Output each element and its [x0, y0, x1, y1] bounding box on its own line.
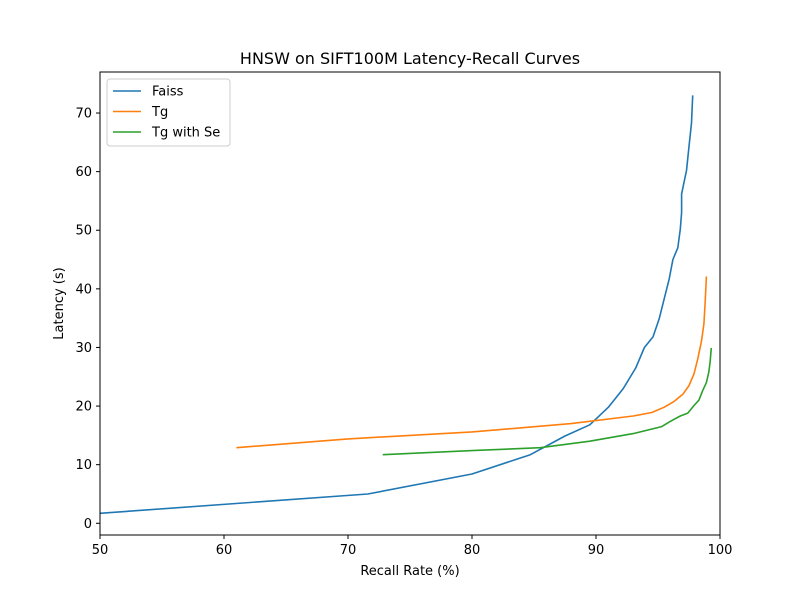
chart-title: HNSW on SIFT100M Latency-Recall Curves: [240, 49, 580, 68]
x-tick-label: 90: [588, 543, 605, 558]
y-tick-label: 20: [75, 400, 92, 415]
y-tick-label: 40: [75, 282, 92, 297]
y-tick-label: 50: [75, 224, 92, 239]
legend-label-1: Faiss: [152, 85, 184, 100]
legend-label-3: Tg with Se: [151, 126, 220, 141]
y-axis-ticks: 0 10 20 30 40 50 60 70: [75, 107, 100, 532]
x-axis-ticks: 50 60 70 80 90 100: [92, 535, 733, 558]
plot-area: [99, 71, 721, 536]
legend-entries: Faiss Tg Tg with Se: [113, 85, 220, 141]
series-line-2: [236, 276, 708, 449]
legend-label-2: Tg: [151, 105, 168, 120]
y-tick-label: 10: [75, 458, 92, 473]
series-line-1: [99, 95, 694, 515]
y-tick-label: 70: [75, 107, 92, 122]
y-axis-label: Latency (s): [52, 267, 67, 339]
y-tick-label: 30: [75, 341, 92, 356]
legend: Faiss Tg Tg with Se: [106, 78, 231, 147]
x-tick-label: 80: [464, 543, 481, 558]
y-tick-label: 60: [75, 165, 92, 180]
legend-box: [106, 78, 231, 147]
axes-frame: [99, 71, 721, 536]
x-tick-label: 100: [708, 543, 733, 558]
series-layer: [99, 95, 713, 515]
x-tick-label: 60: [216, 543, 233, 558]
x-tick-label: 70: [340, 543, 357, 558]
series-line-3: [382, 347, 713, 456]
x-tick-label: 50: [92, 543, 109, 558]
x-axis-label: Recall Rate (%): [360, 564, 459, 579]
y-tick-label: 0: [84, 517, 92, 532]
